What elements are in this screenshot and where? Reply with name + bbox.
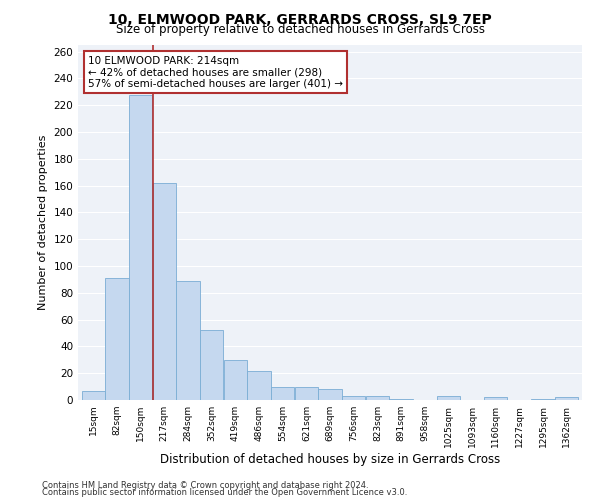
Bar <box>484 398 508 400</box>
Bar <box>532 398 555 400</box>
Y-axis label: Number of detached properties: Number of detached properties <box>38 135 48 310</box>
Bar <box>319 390 342 400</box>
Bar <box>342 396 365 400</box>
Text: Contains public sector information licensed under the Open Government Licence v3: Contains public sector information licen… <box>42 488 407 497</box>
Bar <box>437 396 460 400</box>
Bar <box>555 398 578 400</box>
Bar <box>176 281 200 400</box>
Bar <box>247 370 271 400</box>
Bar <box>129 94 152 400</box>
Bar <box>271 386 295 400</box>
Bar <box>224 360 247 400</box>
Text: Contains HM Land Registry data © Crown copyright and database right 2024.: Contains HM Land Registry data © Crown c… <box>42 480 368 490</box>
Bar <box>295 386 319 400</box>
Bar <box>152 183 176 400</box>
Bar <box>105 278 129 400</box>
Bar <box>365 396 389 400</box>
Text: Size of property relative to detached houses in Gerrards Cross: Size of property relative to detached ho… <box>115 22 485 36</box>
Text: 10 ELMWOOD PARK: 214sqm
← 42% of detached houses are smaller (298)
57% of semi-d: 10 ELMWOOD PARK: 214sqm ← 42% of detache… <box>88 56 343 89</box>
Bar <box>82 390 105 400</box>
Text: 10, ELMWOOD PARK, GERRARDS CROSS, SL9 7EP: 10, ELMWOOD PARK, GERRARDS CROSS, SL9 7E… <box>108 12 492 26</box>
Bar <box>389 398 413 400</box>
Bar <box>200 330 223 400</box>
X-axis label: Distribution of detached houses by size in Gerrards Cross: Distribution of detached houses by size … <box>160 452 500 466</box>
